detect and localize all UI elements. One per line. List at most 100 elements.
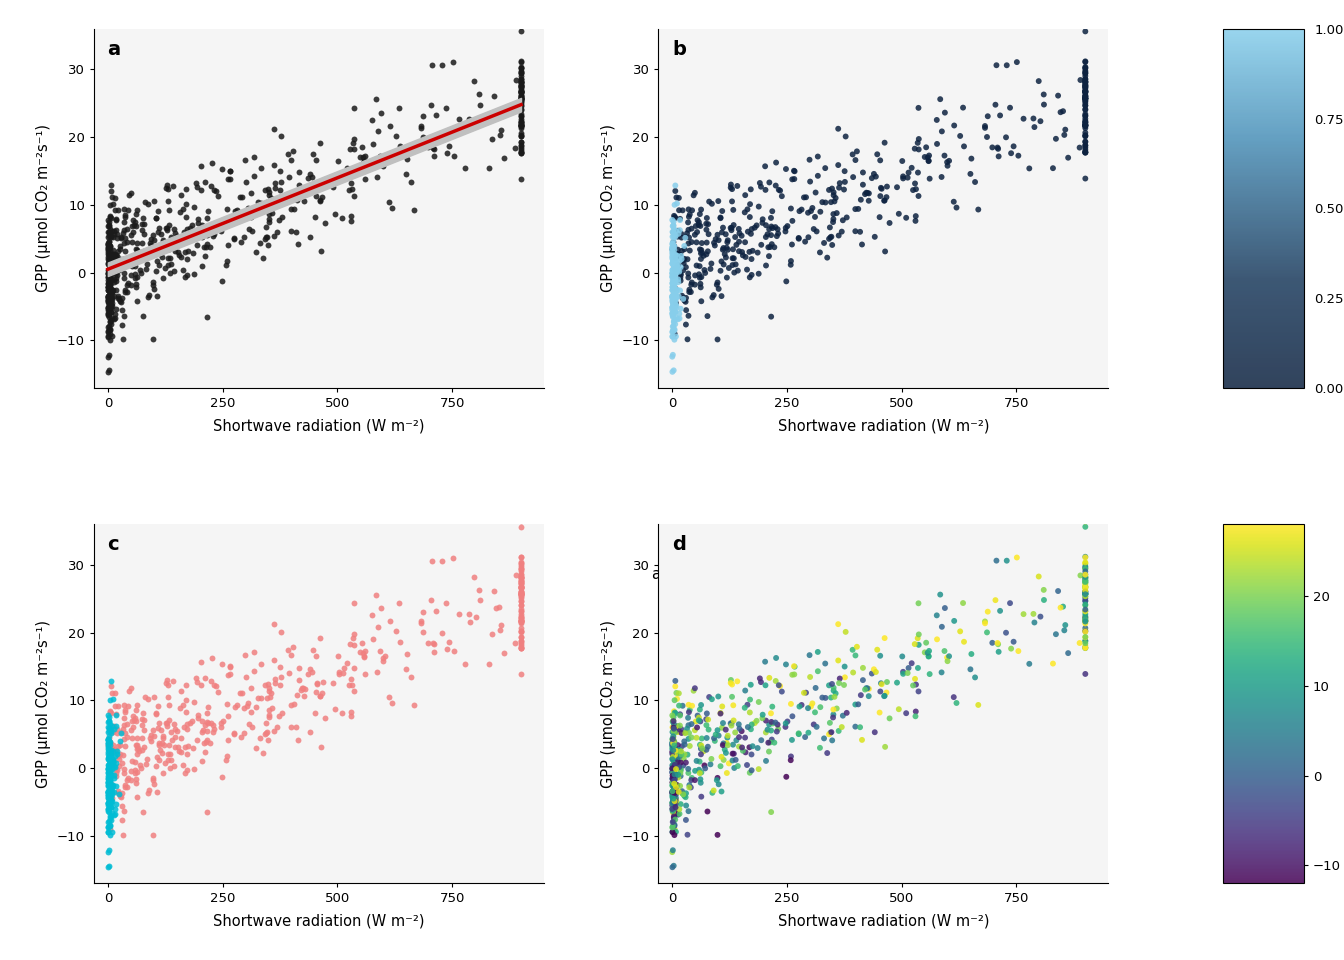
Point bbox=[777, 714, 798, 730]
Point bbox=[106, 797, 128, 812]
Point bbox=[780, 257, 801, 273]
Point bbox=[511, 584, 532, 599]
Point bbox=[661, 270, 683, 285]
Point bbox=[101, 781, 122, 797]
Point bbox=[157, 753, 179, 768]
Point bbox=[1075, 613, 1097, 629]
Point bbox=[680, 276, 702, 292]
Point bbox=[257, 237, 278, 252]
Point bbox=[696, 706, 718, 721]
Point bbox=[511, 585, 532, 600]
Point bbox=[833, 678, 855, 693]
Point bbox=[97, 744, 118, 759]
Point bbox=[113, 222, 134, 237]
Point bbox=[485, 105, 507, 120]
Point bbox=[665, 210, 687, 226]
Point bbox=[511, 171, 532, 186]
Point bbox=[665, 780, 687, 795]
Point bbox=[663, 779, 684, 794]
Point bbox=[688, 712, 710, 728]
Point bbox=[388, 595, 410, 611]
Point bbox=[856, 185, 878, 201]
Point bbox=[511, 624, 532, 639]
Point bbox=[727, 179, 749, 194]
Point bbox=[930, 587, 952, 602]
Point bbox=[696, 247, 718, 262]
Point bbox=[664, 261, 685, 276]
Point bbox=[98, 293, 120, 308]
Point bbox=[661, 804, 683, 819]
Point bbox=[870, 153, 891, 168]
Point bbox=[864, 725, 886, 740]
Point bbox=[675, 726, 696, 741]
Point bbox=[196, 723, 218, 738]
Point bbox=[761, 309, 782, 324]
Point bbox=[164, 244, 185, 259]
Point bbox=[681, 770, 703, 785]
Point bbox=[98, 720, 120, 735]
Point bbox=[663, 810, 684, 826]
Point bbox=[97, 249, 118, 264]
Point bbox=[422, 140, 444, 156]
Point bbox=[493, 150, 515, 165]
Point bbox=[688, 762, 710, 778]
Point bbox=[511, 574, 532, 589]
Point bbox=[120, 763, 141, 779]
Point bbox=[511, 68, 532, 84]
Point bbox=[788, 231, 809, 247]
Point bbox=[1075, 142, 1097, 157]
Point bbox=[892, 169, 914, 184]
Point bbox=[874, 135, 895, 151]
Point bbox=[718, 756, 739, 771]
Point bbox=[996, 625, 1017, 640]
Point bbox=[758, 735, 780, 751]
Point bbox=[689, 270, 711, 285]
Point bbox=[191, 754, 212, 769]
Point bbox=[663, 819, 684, 834]
Point bbox=[905, 208, 926, 224]
Point bbox=[695, 711, 716, 727]
Point bbox=[511, 54, 532, 69]
Point bbox=[98, 279, 120, 295]
Point bbox=[425, 603, 446, 618]
Point bbox=[478, 656, 500, 671]
Point bbox=[511, 75, 532, 90]
Point bbox=[698, 739, 719, 755]
Point bbox=[511, 84, 532, 100]
Point bbox=[794, 730, 816, 745]
Point bbox=[258, 211, 280, 227]
Point bbox=[691, 294, 712, 309]
Point bbox=[97, 845, 118, 860]
Point bbox=[249, 235, 270, 251]
Point bbox=[511, 610, 532, 625]
Point bbox=[223, 726, 245, 741]
Point bbox=[105, 718, 126, 733]
Point bbox=[98, 348, 120, 363]
Point bbox=[664, 284, 685, 300]
Point bbox=[305, 153, 327, 168]
Point bbox=[101, 257, 122, 273]
Point bbox=[780, 696, 801, 711]
Point bbox=[138, 782, 160, 798]
Point bbox=[665, 791, 687, 806]
Point bbox=[98, 295, 120, 310]
Point bbox=[284, 697, 305, 712]
Point bbox=[665, 310, 687, 325]
Point bbox=[164, 716, 185, 732]
Point bbox=[870, 180, 891, 196]
Point bbox=[235, 669, 257, 684]
Point bbox=[1052, 599, 1074, 614]
Point bbox=[821, 676, 843, 691]
Point bbox=[747, 245, 769, 260]
Point bbox=[159, 265, 180, 280]
Point bbox=[663, 348, 684, 363]
Point bbox=[741, 677, 762, 692]
Point bbox=[97, 795, 118, 810]
Point bbox=[160, 753, 181, 768]
Point bbox=[663, 792, 684, 807]
Point bbox=[914, 150, 935, 165]
Point bbox=[1054, 623, 1075, 638]
Point bbox=[159, 737, 180, 753]
Point bbox=[661, 276, 683, 291]
Point bbox=[708, 232, 730, 248]
